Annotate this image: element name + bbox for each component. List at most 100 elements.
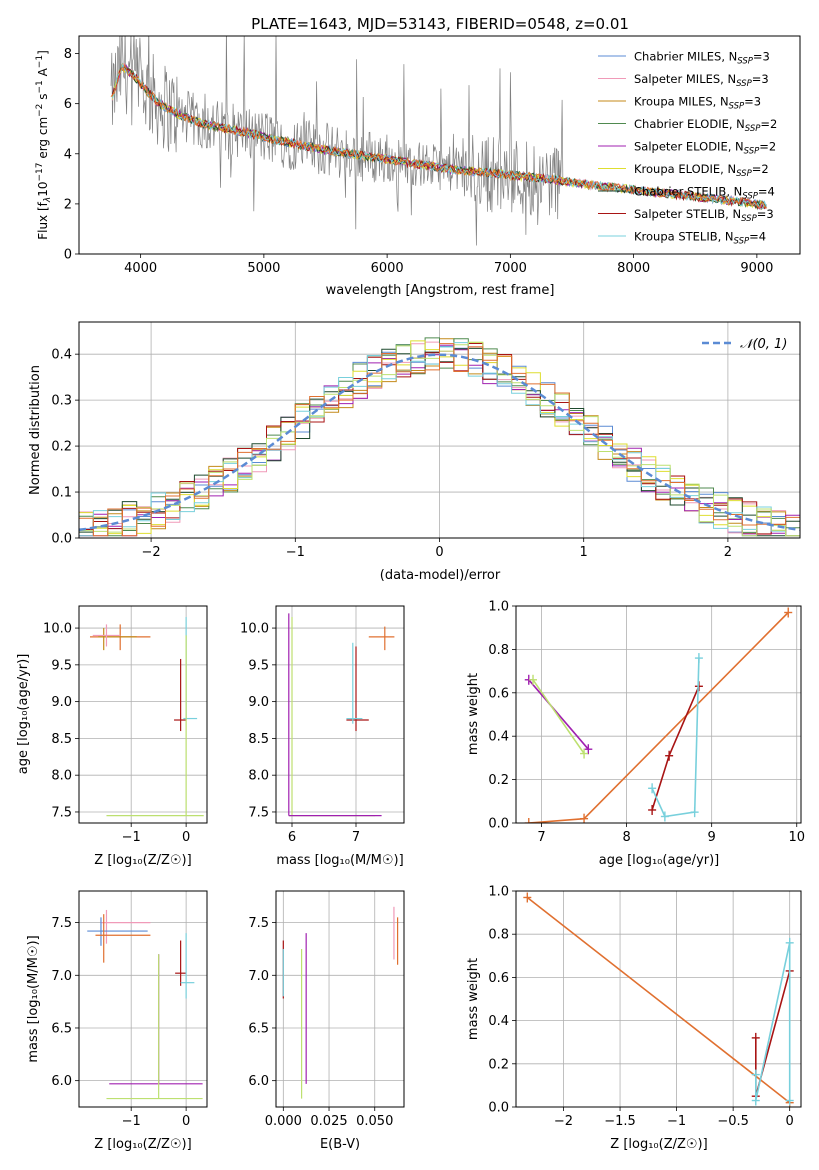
residual_hist-ytick-label: 0.4 — [51, 348, 72, 363]
spectrum-legend-label: Salpeter MILES, NSSP=3 — [634, 72, 769, 89]
mass_vs_Z-ytick-label: 7.0 — [51, 969, 72, 984]
spectrum-xtick-label: 6000 — [371, 261, 404, 276]
massweight_vs_Z-xtick-label: −2 — [554, 1114, 573, 1129]
mass_vs_EBV-ytick-label: 7.5 — [248, 916, 269, 931]
massweight_vs_Z-xtick-label: −0.5 — [717, 1114, 749, 1129]
massweight_vs_age-series-line — [651, 658, 700, 818]
massweight_vs_Z-ytick-label: 1.0 — [488, 885, 509, 900]
spectrum-panel: 4000 5000 6000 7000 8000 9000 0 2 4 6 8 wavelength… — [35, 35, 801, 298]
massweight_vs_age-xtick-label: 8 — [622, 830, 630, 845]
massweight-vs-age-xlabel: age [log₁₀(age/yr)] — [599, 853, 720, 868]
mass_vs_EBV-xtick-label: 0.025 — [310, 1114, 347, 1129]
spectrum-legend-label: Chabrier MILES, NSSP=3 — [634, 50, 770, 67]
massweight_vs_Z-series-line — [526, 896, 791, 1104]
age_vs_mass-ytick-label: 10.0 — [240, 622, 269, 637]
age-vs-Z-panel: −1 0 7.5 8.0 8.5 9.0 9.5 10.0 Z [log₁₀(Z/Z☉)] a… — [16, 605, 208, 868]
massweight_vs_Z-ytick-label: 0.2 — [488, 1057, 509, 1072]
age_vs_Z-ytick-label: 8.0 — [51, 769, 72, 784]
massweight_vs_Z-ytick-label: 0.6 — [488, 971, 509, 986]
spectrum-xtick-label: 5000 — [247, 261, 280, 276]
age-vs-mass-panel: 6 7 7.5 8.0 8.5 9.0 9.5 10.0 mass [log₁₀(M/M☉)] — [240, 605, 405, 868]
massweight_vs_age-ytick-label: 0.0 — [488, 817, 509, 832]
mass_vs_Z-ytick-label: 6.5 — [51, 1021, 72, 1036]
age_vs_Z-ytick-label: 10.0 — [43, 622, 72, 637]
age_vs_mass-xtick-label: 6 — [288, 830, 296, 845]
spectrum-xtick-label: 4000 — [124, 261, 157, 276]
hist-step-series — [79, 343, 800, 537]
age-vs-Z-xlabel: Z [log₁₀(Z/Z☉)] — [94, 853, 191, 868]
spectrum-legend-label: Chabrier ELODIE, NSSP=2 — [634, 117, 777, 134]
age_vs_mass-ytick-label: 9.0 — [248, 695, 269, 710]
age-vs-Z-axes-frame — [78, 605, 208, 824]
massweight-vs-Z-panel: −2 −1.5 −1 −0.5 0 0.0 0.2 0.4 0.6 0.8 1.0 Z [log₁₀… — [466, 885, 802, 1152]
age_vs_Z-xtick-label: 0 — [182, 830, 190, 845]
spectrum-model-curve — [111, 63, 767, 210]
massweight_vs_Z-ytick-label: 0.0 — [488, 1101, 509, 1116]
spectrum-legend-label: Kroupa MILES, NSSP=3 — [634, 95, 761, 112]
spectrum-ytick-label: 2 — [64, 197, 72, 212]
residual-histogram-panel: −2 −1 0 1 2 0.0 0.1 0.2 0.3 0.4 (data-model)/erro… — [28, 321, 801, 583]
age-vs-mass-axes-frame — [275, 605, 405, 824]
massweight_vs_age-xtick-label: 10 — [788, 830, 805, 845]
normal-curve — [79, 353, 800, 532]
mass_vs_Z-xtick-label: 0 — [182, 1114, 190, 1129]
age_vs_mass-ytick-label: 7.5 — [248, 805, 269, 820]
massweight_vs_Z-ytick-label: 0.4 — [488, 1014, 509, 1029]
spectrum-xlabel: wavelength [Angstrom, rest frame] — [326, 283, 555, 298]
age_vs_mass-ytick-label: 8.0 — [248, 769, 269, 784]
spectrum-ytick-label: 0 — [64, 248, 72, 263]
spectrum-legend-label: Kroupa STELIB, NSSP=4 — [634, 230, 766, 247]
mass_vs_EBV-ytick-label: 7.0 — [248, 969, 269, 984]
residual_hist-ytick-label: 0.0 — [51, 532, 72, 547]
age_vs_Z-ytick-label: 7.5 — [51, 805, 72, 820]
figure-title: PLATE=1643, MJD=53143, FIBERID=0548, z=0… — [251, 15, 629, 33]
massweight-vs-age-panel: 7 8 9 10 0.0 0.2 0.4 0.6 0.8 1.0 age [log₁₀(age/y… — [466, 600, 805, 869]
residual_hist-ytick-label: 0.2 — [51, 440, 72, 455]
age_vs_Z-ytick-label: 9.5 — [51, 658, 72, 673]
spectrum-legend: Chabrier MILES, NSSP=3 Salpeter MILES, NS… — [598, 50, 777, 247]
mass_vs_EBV-xtick-label: 0.050 — [356, 1114, 393, 1129]
spectrum-xtick-label: 8000 — [617, 261, 650, 276]
mass-vs-EBV-panel: 0.000 0.025 0.050 6.0 6.5 7.0 7.5 E(B-V) — [248, 890, 405, 1152]
massweight_vs_Z-xtick-label: −1.5 — [604, 1114, 636, 1129]
age_vs_mass-ytick-label: 8.5 — [248, 732, 269, 747]
mass-vs-Z-axes-frame — [78, 890, 208, 1108]
spectrum-ylabel: Flux [fλ10−17 erg cm−2 s−1 A−1] — [35, 50, 53, 240]
massweight_vs_Z-series-line — [755, 942, 791, 1101]
mass-vs-Z-panel: −1 0 6.0 6.5 7.0 7.5 Z [log₁₀(Z/Z☉)] mass [lo… — [26, 890, 208, 1152]
massweight_vs_age-series-line — [528, 679, 589, 750]
massweight_vs_age-xtick-label: 7 — [537, 830, 545, 845]
mass-vs-Z-xlabel: Z [log₁₀(Z/Z☉)] — [94, 1137, 191, 1152]
massweight-vs-Z-axes-frame — [515, 890, 802, 1108]
mass_vs_Z-ytick-label: 7.5 — [51, 916, 72, 931]
spectrum-legend-label: Chabrier STELIB, NSSP=4 — [634, 185, 775, 202]
residual_hist-xtick-label: −1 — [286, 545, 305, 560]
age_vs_Z-ytick-label: 8.5 — [51, 732, 72, 747]
spectrum-ytick-label: 6 — [64, 97, 72, 112]
age_vs_Z-xtick-label: −1 — [122, 830, 141, 845]
massweight_vs_age-ytick-label: 0.4 — [488, 730, 509, 745]
mass_vs_Z-ytick-label: 6.0 — [51, 1074, 72, 1089]
massweight-vs-Z-ylabel: mass weight — [466, 958, 481, 1040]
massweight_vs_age-series-line — [532, 679, 585, 755]
residual_hist-ytick-label: 0.1 — [51, 486, 72, 501]
age-vs-Z-ylabel: age [log₁₀(age/yr)] — [16, 654, 31, 775]
age_vs_Z-ytick-label: 9.0 — [51, 695, 72, 710]
hist-xlabel: (data-model)/error — [380, 568, 501, 583]
mass_vs_EBV-ytick-label: 6.5 — [248, 1021, 269, 1036]
massweight_vs_age-ytick-label: 0.8 — [488, 643, 509, 658]
massweight_vs_Z-ytick-label: 0.8 — [488, 928, 509, 943]
spectrum-ytick-label: 8 — [64, 47, 72, 62]
massweight_vs_age-ytick-label: 0.2 — [488, 773, 509, 788]
massweight-vs-age-ylabel: mass weight — [466, 673, 481, 755]
massweight_vs_Z-xtick-label: −1 — [667, 1114, 686, 1129]
mass-vs-EBV-axes-frame — [275, 890, 405, 1108]
spectrum-model-curve — [110, 63, 768, 210]
hist-legend: 𝒩(0, 1) — [702, 337, 787, 352]
spectrum-legend-label: Kroupa ELODIE, NSSP=2 — [634, 162, 769, 179]
massweight-vs-age-axes-frame — [515, 605, 802, 824]
spectrum-ytick-label: 4 — [64, 147, 72, 162]
mass-vs-EBV-xlabel: E(B-V) — [320, 1137, 360, 1152]
massweight_vs_age-ytick-label: 0.6 — [488, 686, 509, 701]
